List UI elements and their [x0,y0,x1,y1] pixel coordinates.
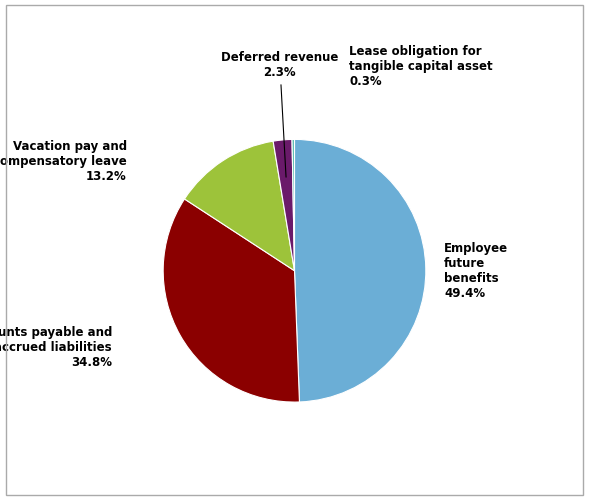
Text: Employee
future
benefits
49.4%: Employee future benefits 49.4% [444,242,508,300]
Wedge shape [184,141,294,270]
Wedge shape [163,199,299,402]
Text: Deferred revenue
2.3%: Deferred revenue 2.3% [221,51,339,177]
Wedge shape [273,140,294,270]
Text: Lease obligation for
tangible capital asset
0.3%: Lease obligation for tangible capital as… [349,46,493,88]
Text: Vacation pay and
compensatory leave
13.2%: Vacation pay and compensatory leave 13.2… [0,140,127,183]
Text: Accounts payable and
accrued liabilities
34.8%: Accounts payable and accrued liabilities… [0,326,112,369]
Wedge shape [292,140,294,270]
Wedge shape [294,140,426,402]
